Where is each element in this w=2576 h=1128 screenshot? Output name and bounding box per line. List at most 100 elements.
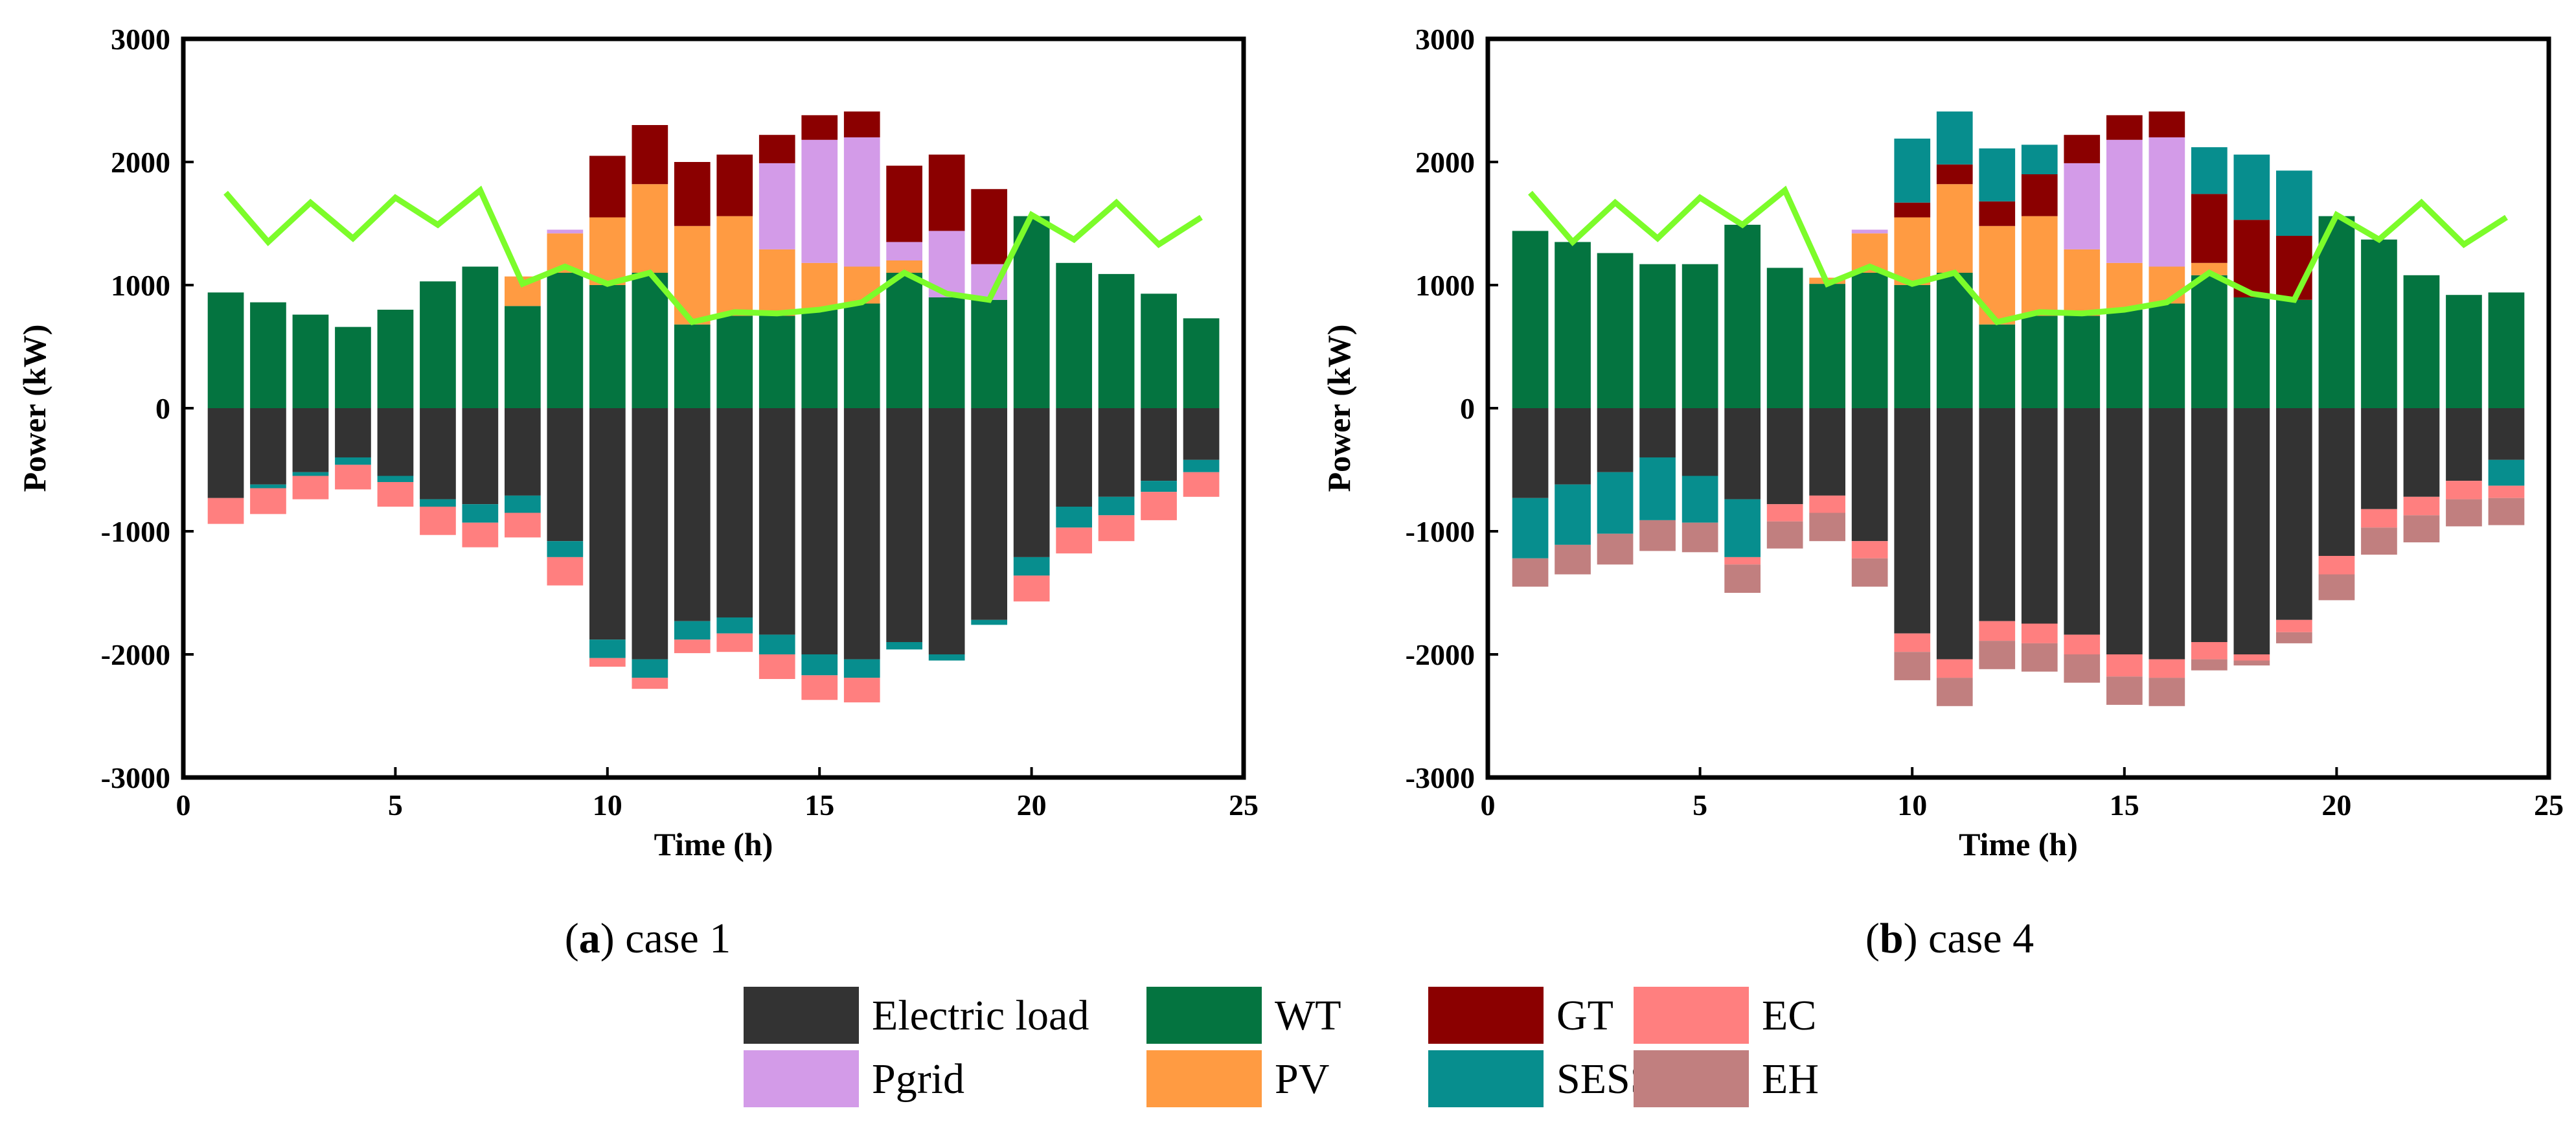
legend-swatch-sess [1428, 1050, 1544, 1107]
bar-ec [1851, 541, 1888, 558]
y-tick-label: -1000 [101, 515, 170, 548]
bar-electric-load [547, 408, 584, 542]
bar-sess [928, 654, 965, 661]
bar-electric-load [2488, 408, 2525, 460]
bar-ec [2149, 659, 2185, 678]
bar-sess [420, 499, 456, 507]
legend-label-eh: EH [1762, 1055, 1819, 1103]
bar-ec [292, 476, 329, 500]
bar-sess [886, 642, 922, 650]
y-tick-label: -2000 [1406, 638, 1475, 671]
bar-eh [1851, 558, 1888, 587]
bar-wt [801, 310, 838, 408]
bar-electric-load [420, 408, 456, 500]
bar-wt [2021, 316, 2058, 408]
bar-wt [1724, 224, 1761, 408]
legend-swatch-gt [1428, 987, 1544, 1044]
caption-text: case 1 [615, 915, 731, 962]
bar-wt [716, 316, 753, 408]
legend-label-electric-load: Electric load [872, 992, 1089, 1039]
bar-wt [1056, 262, 1092, 408]
bar-ec [2021, 623, 2058, 643]
bar-electric-load [801, 408, 838, 654]
bar-electric-load [1851, 408, 1888, 542]
bar-pv [886, 260, 922, 273]
bar-sess [589, 639, 626, 658]
bar-sess [632, 659, 668, 678]
bar-gt [716, 154, 753, 216]
bar-pv [1936, 184, 1973, 273]
bar-electric-load [971, 408, 1007, 620]
bar-pgrid [886, 242, 922, 260]
bar-ec [1013, 575, 1050, 602]
bar-wt [589, 285, 626, 408]
caption-text: case 4 [1918, 915, 2035, 962]
bar-electric-load [1979, 408, 2016, 621]
bar-ec [2233, 654, 2270, 661]
bar-ec [2318, 556, 2355, 575]
bar-wt [1555, 242, 1591, 408]
bar-sess [843, 659, 880, 678]
bar-wt [674, 324, 711, 408]
bar-gt [1894, 202, 1931, 218]
caption-paren-close: ) [1904, 915, 1918, 962]
bar-electric-load [207, 408, 244, 498]
bar-electric-load [1013, 408, 1050, 557]
x-tick-label: 20 [2321, 788, 2351, 822]
bar-wt [335, 327, 371, 408]
bar-sess [716, 617, 753, 634]
legend-label-pgrid: Pgrid [872, 1055, 964, 1103]
x-axis-label: Time (h) [1959, 826, 2078, 862]
x-tick-label: 0 [176, 788, 191, 822]
x-tick-label: 10 [593, 788, 622, 822]
y-tick-label: 2000 [1415, 146, 1475, 179]
series-line [223, 185, 1203, 325]
bar-gt [886, 165, 922, 242]
panel-caption: (b) case 4 [1865, 915, 2034, 962]
bar-wt [928, 297, 965, 408]
bar-gt [589, 155, 626, 218]
bar-sess [1512, 498, 1549, 558]
bar-sess [1681, 476, 1718, 523]
bar-electric-load [2149, 408, 2185, 660]
bar-pgrid [547, 229, 584, 234]
bar-wt [1936, 273, 1973, 408]
x-axis-label: Time (h) [654, 826, 773, 862]
bar-sess [1597, 472, 1634, 534]
bar-ec [674, 639, 711, 654]
y-tick-label: 2000 [111, 146, 170, 179]
bar-ec [716, 633, 753, 652]
bar-pv [2191, 262, 2228, 275]
bar-eh [1894, 652, 1931, 680]
bar-pv [843, 266, 880, 304]
bar-wt [843, 303, 880, 408]
panel-caption: (a) case 1 [565, 915, 731, 962]
bar-wt [1639, 264, 1676, 408]
bar-sess [758, 634, 795, 654]
bar-wt [1766, 268, 1803, 408]
bar-eh [2276, 632, 2312, 643]
bar-electric-load [1098, 408, 1135, 497]
bar-ec [1724, 557, 1761, 565]
bar-wt [462, 266, 499, 408]
bar-ec [2064, 634, 2101, 654]
bar-eh [2403, 515, 2440, 543]
bar-wt [2149, 303, 2185, 408]
x-tick-label: 15 [2110, 788, 2139, 822]
bar-electric-load [1639, 408, 1676, 457]
x-tick-label: 0 [1481, 788, 1496, 822]
bar-gt [674, 162, 711, 226]
bar-electric-load [2318, 408, 2355, 556]
caption-paren-open: ( [1865, 915, 1880, 962]
bar-ec [1766, 504, 1803, 522]
bar-electric-load [2233, 408, 2270, 654]
legend-swatch-electric-load [744, 987, 859, 1044]
bar-ec [505, 512, 541, 538]
bar-electric-load [1894, 408, 1931, 634]
bar-sess [2233, 154, 2270, 220]
bar-sess [1894, 138, 1931, 203]
bar-wt [2488, 292, 2525, 408]
legend-label-ec: EC [1762, 992, 1816, 1039]
bar-pv [632, 184, 668, 273]
bar-sess [377, 476, 414, 482]
